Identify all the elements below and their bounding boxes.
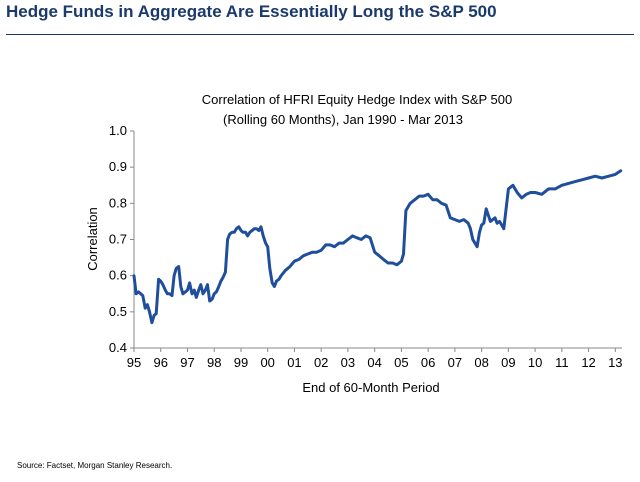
x-axis-label: End of 60-Month Period xyxy=(302,380,439,395)
chart-title: Correlation of HFRI Equity Hedge Index w… xyxy=(202,92,512,107)
x-tick-label: 03 xyxy=(341,355,355,370)
x-tick-label: 12 xyxy=(581,355,595,370)
x-ticks: 95 96 97 98 99 00 01 02 03 04 05 06 07 08 09 10 11 12 13 xyxy=(127,348,623,370)
y-tick-label: 0.5 xyxy=(109,304,127,319)
x-tick-label: 97 xyxy=(180,355,194,370)
y-ticks: 0.4 0.5 0.6 0.7 0.8 0.9 1.0 xyxy=(109,123,134,355)
x-tick-label: 99 xyxy=(234,355,248,370)
x-tick-label: 06 xyxy=(421,355,435,370)
x-tick-label: 98 xyxy=(207,355,221,370)
x-tick-label: 95 xyxy=(127,355,141,370)
y-tick-label: 0.6 xyxy=(109,268,127,283)
x-tick-label: 00 xyxy=(260,355,274,370)
x-tick-label: 09 xyxy=(501,355,515,370)
correlation-series-line xyxy=(132,169,623,325)
page-title: Hedge Funds in Aggregate Are Essentially… xyxy=(6,2,497,21)
y-tick-label: 0.8 xyxy=(109,195,127,210)
x-tick-label: 07 xyxy=(448,355,462,370)
x-tick-label: 08 xyxy=(474,355,488,370)
x-tick-label: 01 xyxy=(287,355,301,370)
x-tick-label: 96 xyxy=(154,355,168,370)
y-tick-label: 0.9 xyxy=(109,159,127,174)
x-tick-label: 10 xyxy=(528,355,542,370)
y-tick-label: 0.4 xyxy=(109,340,127,355)
y-axis-label: Correlation xyxy=(85,207,100,271)
x-tick-label: 02 xyxy=(314,355,328,370)
x-tick-label: 05 xyxy=(394,355,408,370)
x-tick-label: 13 xyxy=(608,355,622,370)
source-note: Source: Factset, Morgan Stanley Research… xyxy=(17,461,173,470)
title-divider xyxy=(6,34,634,35)
y-tick-label: 0.7 xyxy=(109,232,127,247)
x-tick-label: 11 xyxy=(555,355,569,370)
chart-subtitle: (Rolling 60 Months), Jan 1990 - Mar 2013 xyxy=(223,112,463,127)
y-tick-label: 1.0 xyxy=(109,123,127,138)
x-tick-label: 04 xyxy=(367,355,381,370)
